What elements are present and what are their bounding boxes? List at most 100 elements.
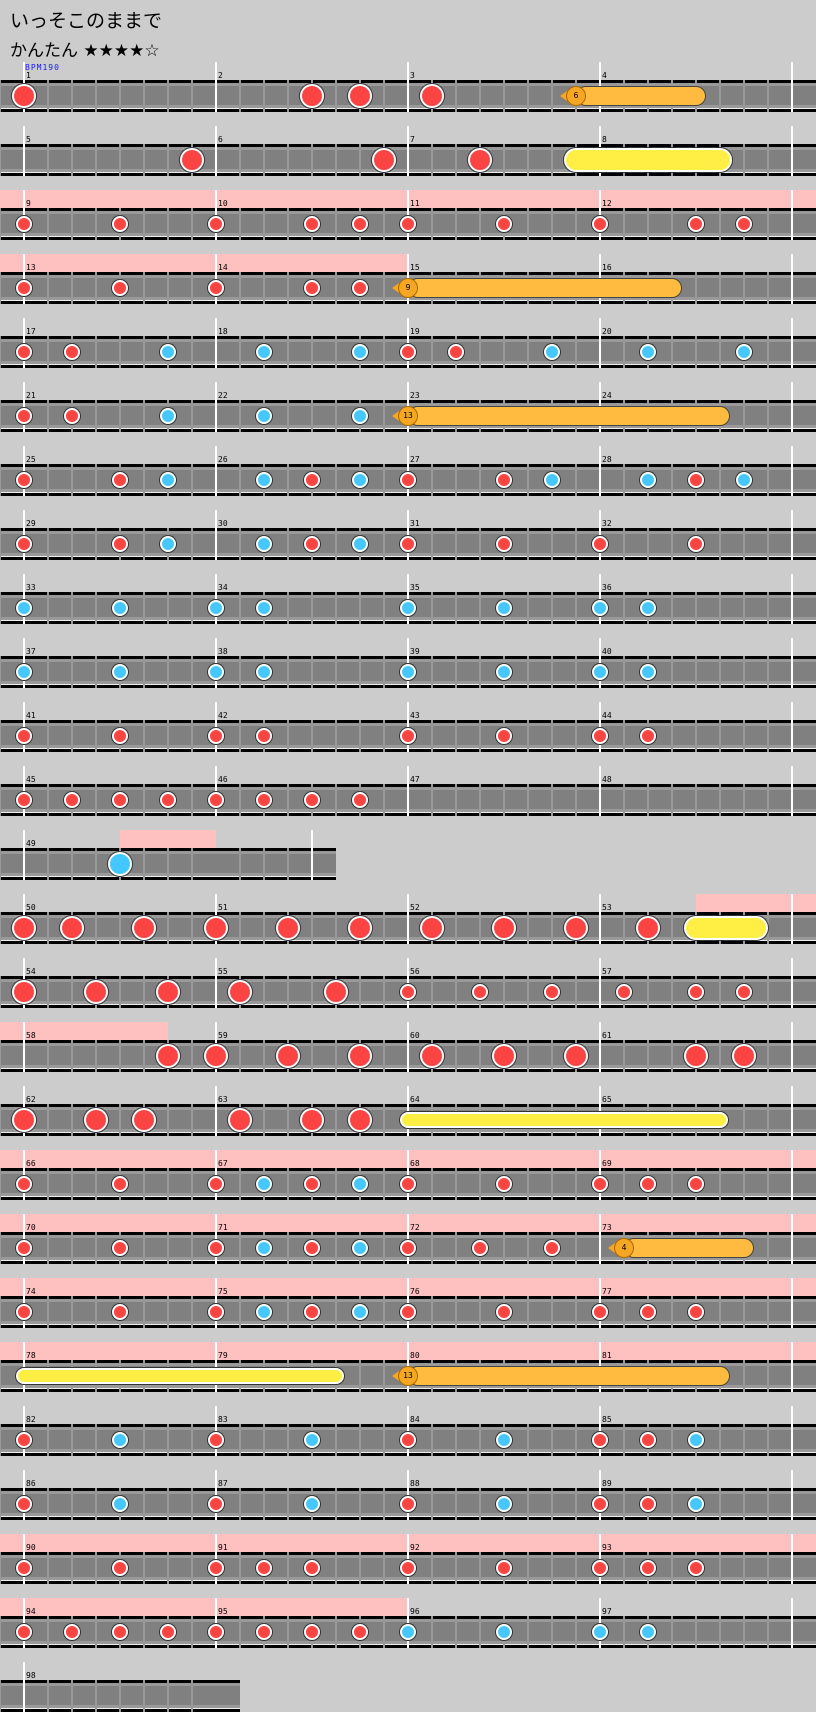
chart-row: 45 46 47 48	[0, 766, 816, 816]
measure-barline	[407, 1278, 409, 1328]
beat-gridline	[287, 720, 289, 752]
don-note	[112, 1176, 128, 1192]
beat-gridline	[719, 976, 721, 1008]
beat-gridline	[527, 464, 529, 496]
measure-number: 48	[602, 775, 612, 784]
beat-gridline	[671, 720, 673, 752]
big-don-note	[276, 1044, 300, 1068]
beat-gridline	[671, 1168, 673, 1200]
don-note	[400, 472, 416, 488]
difficulty-line: かんたん ★★★★☆	[10, 36, 160, 61]
beat-gridline	[767, 656, 769, 688]
don-note	[64, 792, 80, 808]
beat-gridline	[767, 784, 769, 816]
measure-number: 34	[218, 583, 228, 592]
don-note	[112, 1304, 128, 1320]
measure-barline	[23, 1278, 25, 1328]
ka-note	[160, 472, 176, 488]
beat-gridline	[383, 80, 385, 112]
beat-gridline	[383, 592, 385, 624]
don-note	[208, 1240, 224, 1256]
beat-gridline	[95, 80, 97, 112]
beat-gridline	[263, 1488, 265, 1520]
don-note	[688, 1560, 704, 1576]
beat-gridline	[191, 1168, 193, 1200]
beat-gridline	[671, 912, 673, 944]
beat-gridline	[455, 784, 457, 816]
beat-gridline	[455, 144, 457, 176]
balloon-head: 6	[566, 86, 586, 106]
beat-gridline	[143, 336, 145, 368]
beat-gridline	[623, 528, 625, 560]
beat-gridline	[575, 1424, 577, 1456]
ka-note	[160, 536, 176, 552]
measure-number: 2	[218, 71, 223, 80]
beat-gridline	[695, 592, 697, 624]
beat-gridline	[71, 1680, 73, 1712]
beat-gridline	[743, 400, 745, 432]
measure-barline	[599, 1022, 601, 1072]
don-note	[208, 1496, 224, 1512]
beat-gridline	[359, 656, 361, 688]
measure-number: 16	[602, 263, 612, 272]
gogo-time-band	[696, 894, 816, 913]
ka-note	[640, 1624, 656, 1640]
beat-gridline	[143, 976, 145, 1008]
don-note	[400, 984, 416, 1000]
measure-number: 6	[218, 135, 223, 144]
beat-gridline	[551, 208, 553, 240]
balloon-note-body	[624, 1238, 754, 1258]
measure-barline	[407, 1534, 409, 1584]
beat-gridline	[335, 1104, 337, 1136]
beat-gridline	[335, 1296, 337, 1328]
big-don-note	[492, 1044, 516, 1068]
beat-gridline	[575, 1552, 577, 1584]
don-note	[688, 1176, 704, 1192]
beat-gridline	[767, 976, 769, 1008]
beat-gridline	[143, 1168, 145, 1200]
measure-barline	[215, 1278, 217, 1328]
beat-gridline	[671, 1296, 673, 1328]
beat-gridline	[695, 656, 697, 688]
don-note	[400, 1240, 416, 1256]
measure-barline	[791, 1406, 793, 1456]
beat-gridline	[719, 1168, 721, 1200]
beat-gridline	[263, 1104, 265, 1136]
beat-gridline	[671, 1424, 673, 1456]
don-note	[16, 280, 32, 296]
beat-gridline	[71, 1104, 73, 1136]
beat-gridline	[47, 848, 49, 880]
beat-gridline	[335, 1616, 337, 1648]
measure-number: 30	[218, 519, 228, 528]
beat-gridline	[767, 208, 769, 240]
beat-gridline	[383, 208, 385, 240]
chart-row: 37 38 39 40	[0, 638, 816, 688]
beat-gridline	[71, 976, 73, 1008]
big-drumroll-note	[564, 148, 732, 172]
beat-gridline	[287, 208, 289, 240]
ka-note	[640, 664, 656, 680]
balloon-tail-icon	[560, 91, 567, 101]
chart-row: 78 79 80 81 13	[0, 1342, 816, 1392]
beat-gridline	[767, 1616, 769, 1648]
beat-gridline	[71, 464, 73, 496]
measure-barline	[23, 254, 25, 304]
don-note	[640, 728, 656, 744]
beat-gridline	[767, 1424, 769, 1456]
ka-note	[352, 472, 368, 488]
beat-gridline	[239, 1296, 241, 1328]
don-note	[304, 472, 320, 488]
beat-gridline	[503, 144, 505, 176]
measure-number: 71	[218, 1223, 228, 1232]
big-don-note	[420, 916, 444, 940]
don-note	[16, 1176, 32, 1192]
big-don-note	[84, 1108, 108, 1132]
beat-gridline	[95, 400, 97, 432]
beat-gridline	[191, 848, 193, 880]
beat-gridline	[47, 80, 49, 112]
beat-gridline	[167, 1232, 169, 1264]
ka-note	[16, 664, 32, 680]
measure-number: 92	[410, 1543, 420, 1552]
beat-gridline	[71, 1040, 73, 1072]
beat-gridline	[239, 208, 241, 240]
